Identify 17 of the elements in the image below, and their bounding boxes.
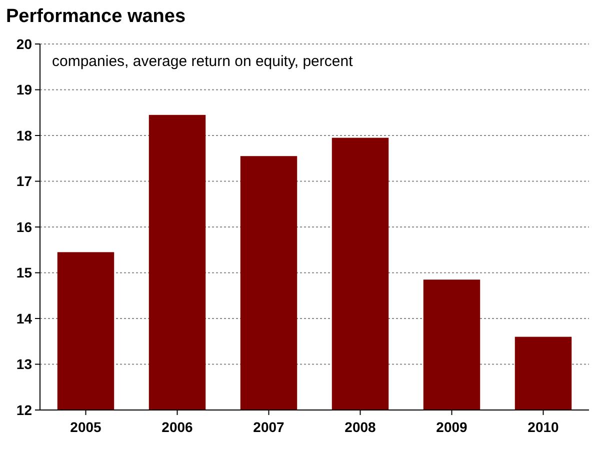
- text: companies, average return on equity, percent: [52, 53, 354, 70]
- y-tick-label: 19: [16, 82, 32, 98]
- x-tick-label: 2006: [162, 419, 194, 435]
- y-tick-label: 14: [16, 310, 32, 326]
- y-tick-label: 16: [16, 218, 32, 235]
- x-tick-label: 2009: [436, 419, 468, 435]
- chart-title: Performance wanes: [6, 6, 186, 27]
- y-tick-label: 13: [16, 356, 32, 372]
- x-tick-label: 2010: [528, 419, 560, 435]
- y-tick-label: 15: [16, 264, 32, 281]
- y-tick-label: 20: [16, 36, 32, 52]
- x-tick-label: 2007: [253, 419, 285, 435]
- x-tick-label: 2008: [344, 419, 376, 435]
- y-tick-label: 18: [16, 127, 32, 144]
- y-tick-label: 17: [16, 173, 32, 190]
- y-tick-label: 12: [16, 402, 32, 418]
- x-tick-label: 2005: [70, 419, 102, 435]
